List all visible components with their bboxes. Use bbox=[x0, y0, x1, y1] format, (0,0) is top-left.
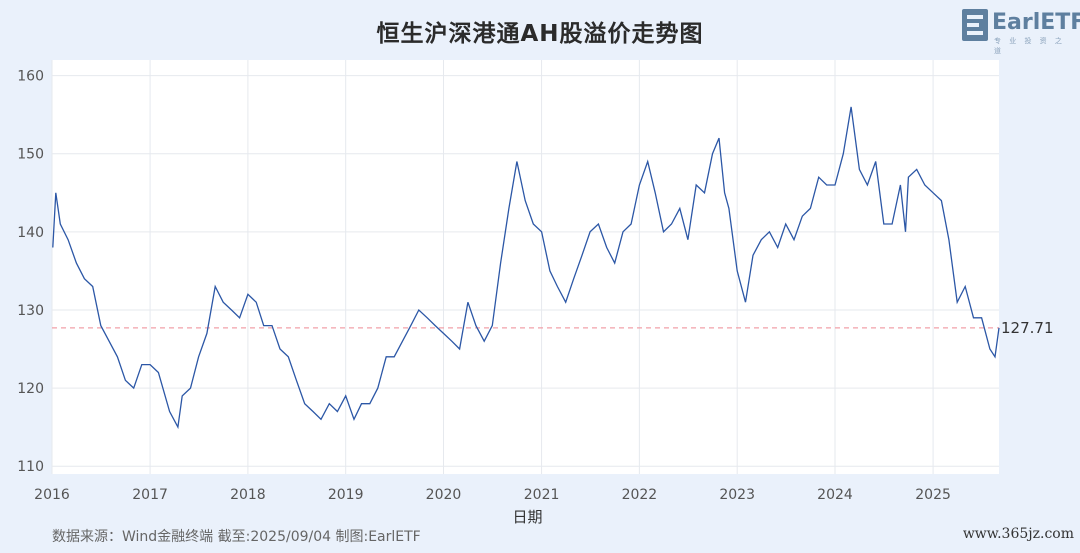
y-tick-labels: 110 120 130 140 150 160 bbox=[17, 69, 44, 476]
x-tick-label: 2021 bbox=[524, 487, 560, 503]
y-tick-label: 140 bbox=[17, 225, 44, 241]
x-tick-label: 2019 bbox=[328, 487, 364, 503]
x-tick-label: 2023 bbox=[719, 487, 755, 503]
logo-subtitle: 专 业 投 资 之 道 bbox=[994, 37, 1065, 55]
watermark: www.365jz.com bbox=[962, 526, 1074, 542]
y-tick-label: 110 bbox=[17, 459, 44, 475]
reference-line-label: 127.71 bbox=[1001, 319, 1054, 337]
series-line bbox=[52, 106, 1000, 430]
y-tick-label: 150 bbox=[17, 147, 44, 163]
x-tick-label: 2024 bbox=[817, 487, 853, 503]
plot-area bbox=[52, 60, 999, 474]
x-tick-labels: 2016 2017 2018 2019 2020 2021 2022 2023 2024 2025 bbox=[34, 487, 951, 503]
x-tick-label: 2022 bbox=[622, 487, 658, 503]
logo-text: EarlETF bbox=[992, 10, 1080, 35]
earletf-logo: EarlETF 专 业 投 资 之 道 bbox=[962, 9, 1080, 55]
x-tick-label: 2025 bbox=[915, 487, 951, 503]
x-tick-label: 2020 bbox=[426, 487, 462, 503]
x-gridlines bbox=[51, 60, 934, 474]
y-tick-label: 120 bbox=[17, 381, 44, 397]
y-gridlines bbox=[52, 75, 999, 467]
chart-title: 恒生沪深港通AH股溢价走势图 bbox=[376, 21, 704, 47]
y-tick-label: 130 bbox=[17, 303, 44, 319]
footer-source: 数据来源：Wind金融终端 截至:2025/09/04 制图:EarlETF bbox=[52, 529, 421, 545]
x-tick-label: 2016 bbox=[34, 487, 70, 503]
y-tick-label: 160 bbox=[17, 69, 44, 85]
x-tick-label: 2018 bbox=[230, 487, 266, 503]
x-axis-label: 日期 bbox=[512, 508, 543, 526]
x-tick-label: 2017 bbox=[132, 487, 168, 503]
logo-mark-icon bbox=[962, 9, 988, 41]
